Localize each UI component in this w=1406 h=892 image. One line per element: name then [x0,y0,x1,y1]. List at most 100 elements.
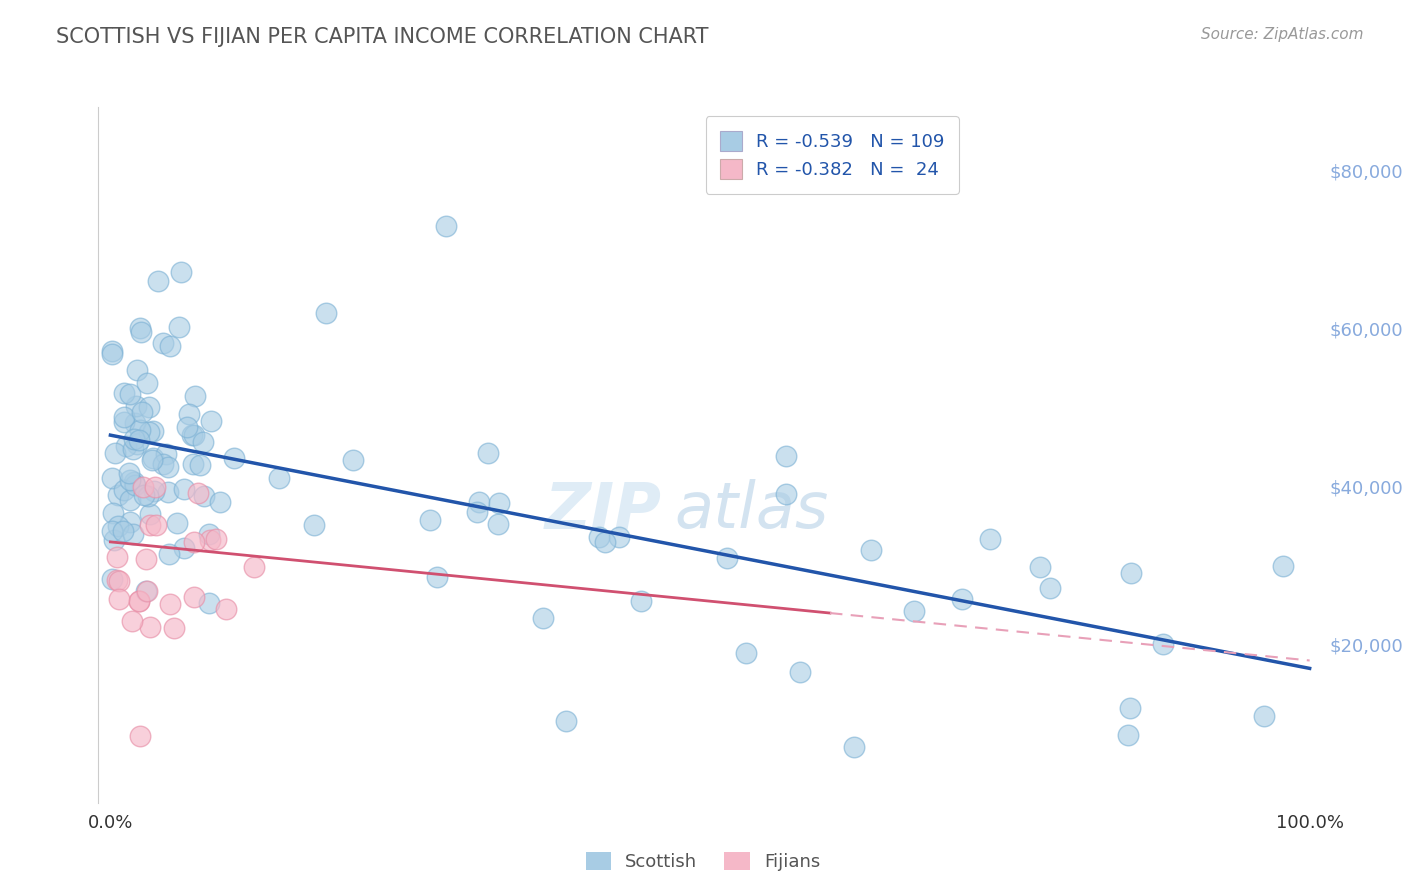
Point [122,432,145,446]
Point [176,420,198,434]
Point [145,517,167,532]
Point [125,363,148,377]
Point [789,665,811,679]
Point [157,547,180,561]
Point [716,551,738,566]
Point [115,439,138,453]
Legend: Scottish, Fijians: Scottish, Fijians [578,845,828,879]
Point [112,385,135,400]
Point [141,452,163,467]
Point [118,467,141,481]
Point [477,446,499,460]
Point [183,427,205,442]
Point [191,435,214,450]
Point [183,590,205,604]
Point [1116,728,1139,742]
Point [118,473,141,487]
Point [111,524,134,538]
Point [198,533,221,548]
Point [142,424,165,438]
Point [181,428,204,442]
Point [950,592,973,607]
Point [183,389,205,403]
Point [105,573,128,587]
Point [139,518,162,533]
Point [243,560,266,574]
Point [135,584,157,599]
Point [426,570,449,584]
Point [103,506,125,520]
Point [138,400,160,414]
Point [159,597,181,611]
Point [198,526,221,541]
Point [112,483,135,497]
Point [122,475,145,489]
Point [139,620,162,634]
Point [593,534,616,549]
Point [100,524,122,538]
Point [101,344,124,359]
Point [128,433,150,447]
Point [1119,701,1142,715]
Point [142,483,165,498]
Point [143,479,166,493]
Point [1029,560,1052,574]
Point [146,274,169,288]
Point [142,451,165,466]
Point [135,583,157,598]
Point [1253,708,1275,723]
Text: ZIP: ZIP [546,479,662,541]
Point [128,594,150,608]
Point [128,593,150,607]
Point [419,513,441,527]
Point [173,482,195,496]
Legend: R = -0.539   N = 109, R = -0.382   N =  24: R = -0.539 N = 109, R = -0.382 N = 24 [706,116,959,194]
Point [170,265,193,279]
Point [187,486,209,500]
Point [105,550,128,565]
Point [735,646,758,660]
Point [118,387,141,401]
Point [979,532,1001,546]
Point [122,527,145,541]
Point [108,574,131,588]
Point [103,533,125,548]
Point [131,405,153,419]
Point [121,615,143,629]
Point [302,517,325,532]
Point [488,496,510,510]
Point [139,507,162,521]
Point [157,484,180,499]
Point [156,459,179,474]
Point [107,518,129,533]
Point [193,489,215,503]
Point [129,729,152,743]
Point [112,409,135,424]
Point [1121,566,1143,580]
Text: SCOTTISH VS FIJIAN PER CAPITA INCOME CORRELATION CHART: SCOTTISH VS FIJIAN PER CAPITA INCOME COR… [56,27,709,46]
Point [269,471,291,485]
Point [127,436,149,450]
Point [342,453,364,467]
Point [136,376,159,390]
Point [842,740,865,755]
Point [125,399,148,413]
Point [607,530,630,544]
Point [200,414,222,428]
Point [124,416,146,430]
Text: Source: ZipAtlas.com: Source: ZipAtlas.com [1201,27,1364,42]
Point [124,477,146,491]
Point [188,458,211,472]
Point [152,458,174,472]
Point [167,319,190,334]
Y-axis label: Per Capita Income: Per Capita Income [0,384,7,525]
Point [101,573,124,587]
Point [122,442,145,456]
Point [138,489,160,503]
Point [775,449,797,463]
Point [129,423,152,437]
Point [1152,637,1174,651]
Point [467,495,489,509]
Point [775,487,797,501]
Point [135,552,157,566]
